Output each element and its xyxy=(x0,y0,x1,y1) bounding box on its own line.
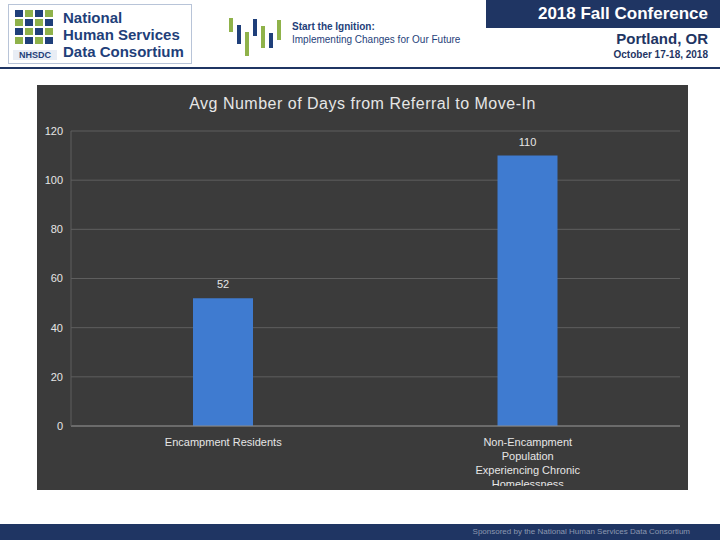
svg-text:0: 0 xyxy=(57,420,63,432)
html-text:October 17-18, 2018: October 17-18, 2018 xyxy=(613,49,708,60)
svg-text:80: 80 xyxy=(51,223,63,235)
svg-text:Experiencing Chronic: Experiencing Chronic xyxy=(475,464,580,476)
html-text:Human Services: Human Services xyxy=(63,25,180,43)
html-text:2018 Fall Conference: 2018 Fall Conference xyxy=(537,4,708,23)
svg-text:110: 110 xyxy=(519,136,537,148)
svg-text:Homelessness: Homelessness xyxy=(492,478,565,486)
svg-text:100: 100 xyxy=(45,174,63,186)
html-text:National: National xyxy=(63,8,123,26)
svg-text:40: 40 xyxy=(51,322,63,334)
svg-text:60: 60 xyxy=(51,272,63,284)
svg-text:52: 52 xyxy=(217,278,229,290)
svg-text:120: 120 xyxy=(45,125,63,137)
svg-text:20: 20 xyxy=(51,371,63,383)
svg-text:Non-Encampment: Non-Encampment xyxy=(483,436,572,448)
svg-text:Encampment Residents: Encampment Residents xyxy=(165,436,282,448)
html-text:Portland, OR: Portland, OR xyxy=(616,30,708,47)
html-text:Data Consortium: Data Consortium xyxy=(63,42,184,60)
html-text:NHSDC: NHSDC xyxy=(19,50,51,60)
svg-text:Population: Population xyxy=(502,450,554,462)
html-text:Avg Number of Days from Referr: Avg Number of Days from Referral to Move… xyxy=(189,95,536,112)
html-text:Start the Ignition:: Start the Ignition: xyxy=(292,21,375,32)
html-text:Sponsored by the National Huma: Sponsored by the National Human Services… xyxy=(472,527,690,536)
html-text:Implementing Changes for Our F: Implementing Changes for Our Future xyxy=(292,34,461,45)
